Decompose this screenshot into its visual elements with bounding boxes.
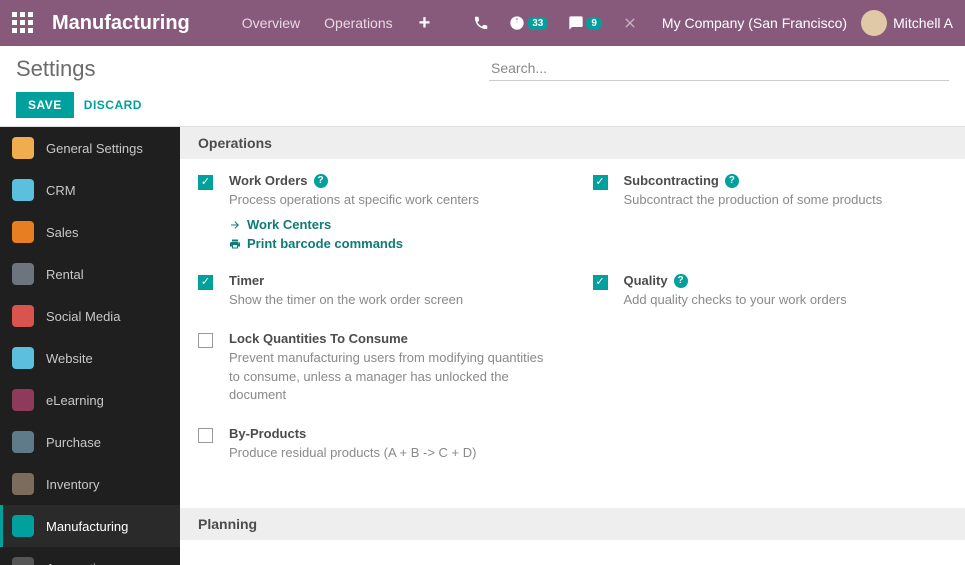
sidebar-item-sales[interactable]: Sales (0, 211, 180, 253)
module-icon (12, 305, 34, 327)
app-brand[interactable]: Manufacturing (52, 12, 190, 35)
module-icon (12, 389, 34, 411)
option-quality: Quality ? Add quality checks to your wor… (593, 273, 948, 309)
module-icon (12, 557, 34, 565)
sidebar-item-manufacturing[interactable]: Manufacturing (0, 505, 180, 547)
sidebar-item-label: Social Media (46, 309, 120, 324)
apps-menu-icon[interactable] (12, 12, 34, 34)
desc-byproducts: Produce residual products (A + B -> C + … (229, 444, 553, 462)
sidebar-item-purchase[interactable]: Purchase (0, 421, 180, 463)
checkbox-work-orders[interactable] (198, 175, 213, 190)
module-icon (12, 473, 34, 495)
label-lock-qty: Lock Quantities To Consume (229, 331, 408, 346)
company-switcher[interactable]: My Company (San Francisco) (662, 15, 847, 31)
sidebar-item-label: Inventory (46, 477, 99, 492)
desc-work-orders: Process operations at specific work cent… (229, 191, 553, 209)
option-lock-qty: Lock Quantities To Consume Prevent manuf… (198, 331, 553, 404)
module-icon (12, 347, 34, 369)
help-icon[interactable]: ? (674, 274, 688, 288)
sidebar-item-label: Rental (46, 267, 84, 282)
desc-quality: Add quality checks to your work orders (624, 291, 948, 309)
label-subcontracting: Subcontracting (624, 173, 719, 188)
desc-subcontracting: Subcontract the production of some produ… (624, 191, 948, 209)
avatar (861, 10, 887, 36)
top-navbar: Manufacturing Overview Operations + 33 9… (0, 0, 965, 46)
nav-operations[interactable]: Operations (324, 15, 392, 31)
sidebar-item-crm[interactable]: CRM (0, 169, 180, 211)
module-icon (12, 515, 34, 537)
sidebar-item-accounting[interactable]: Accounting (0, 547, 180, 565)
sidebar-item-label: eLearning (46, 393, 104, 408)
nav-new-icon[interactable]: + (419, 12, 431, 35)
module-icon (12, 431, 34, 453)
close-icon[interactable] (622, 15, 638, 31)
label-byproducts: By-Products (229, 426, 306, 441)
sidebar-item-social-media[interactable]: Social Media (0, 295, 180, 337)
activity-icon[interactable]: 33 (509, 15, 548, 31)
chat-badge: 9 (586, 17, 602, 30)
help-icon[interactable]: ? (314, 174, 328, 188)
module-icon (12, 221, 34, 243)
sidebar-item-label: CRM (46, 183, 76, 198)
label-work-orders: Work Orders (229, 173, 308, 188)
help-icon[interactable]: ? (725, 174, 739, 188)
label-timer: Timer (229, 273, 264, 288)
page-title: Settings (16, 56, 142, 82)
desc-lock-qty: Prevent manufacturing users from modifyi… (229, 349, 553, 404)
chat-icon[interactable]: 9 (568, 15, 602, 31)
link-work-centers[interactable]: Work Centers (229, 217, 553, 232)
sidebar-item-label: Website (46, 351, 93, 366)
label-quality: Quality (624, 273, 668, 288)
sidebar-item-inventory[interactable]: Inventory (0, 463, 180, 505)
user-name: Mitchell A (893, 15, 953, 31)
option-subcontracting: Subcontracting ? Subcontract the product… (593, 173, 948, 209)
module-icon (12, 179, 34, 201)
sidebar-item-label: Purchase (46, 435, 101, 450)
link-print-barcode[interactable]: Print barcode commands (229, 236, 553, 251)
checkbox-quality[interactable] (593, 275, 608, 290)
search-container (489, 56, 949, 81)
checkbox-byproducts[interactable] (198, 428, 213, 443)
sidebar-item-label: General Settings (46, 141, 143, 156)
nav-overview[interactable]: Overview (242, 15, 300, 31)
settings-content: Operations Work Orders ? Process operati… (180, 127, 965, 565)
phone-icon[interactable] (473, 15, 489, 31)
option-timer: Timer Show the timer on the work order s… (198, 273, 553, 309)
sidebar-item-website[interactable]: Website (0, 337, 180, 379)
module-icon (12, 263, 34, 285)
option-byproducts: By-Products Produce residual products (A… (198, 426, 553, 462)
checkbox-timer[interactable] (198, 275, 213, 290)
control-panel: Settings SAVE DISCARD (0, 46, 965, 127)
sidebar-item-label: Accounting (46, 561, 110, 565)
user-menu[interactable]: Mitchell A (861, 10, 953, 36)
activity-badge: 33 (527, 17, 548, 30)
sidebar-item-general-settings[interactable]: General Settings (0, 127, 180, 169)
section-operations-heading: Operations (180, 127, 965, 159)
section-planning-heading: Planning (180, 508, 965, 540)
module-icon (12, 137, 34, 159)
sidebar-item-label: Sales (46, 225, 79, 240)
option-work-orders: Work Orders ? Process operations at spec… (198, 173, 553, 251)
checkbox-subcontracting[interactable] (593, 175, 608, 190)
save-button[interactable]: SAVE (16, 92, 74, 118)
discard-button[interactable]: DISCARD (84, 98, 142, 112)
sidebar-item-label: Manufacturing (46, 519, 128, 534)
sidebar-item-elearning[interactable]: eLearning (0, 379, 180, 421)
search-input[interactable] (489, 56, 949, 80)
desc-timer: Show the timer on the work order screen (229, 291, 553, 309)
sidebar-item-rental[interactable]: Rental (0, 253, 180, 295)
checkbox-lock-qty[interactable] (198, 333, 213, 348)
settings-sidebar: General Settings CRM Sales Rental Social Med… (0, 127, 180, 565)
